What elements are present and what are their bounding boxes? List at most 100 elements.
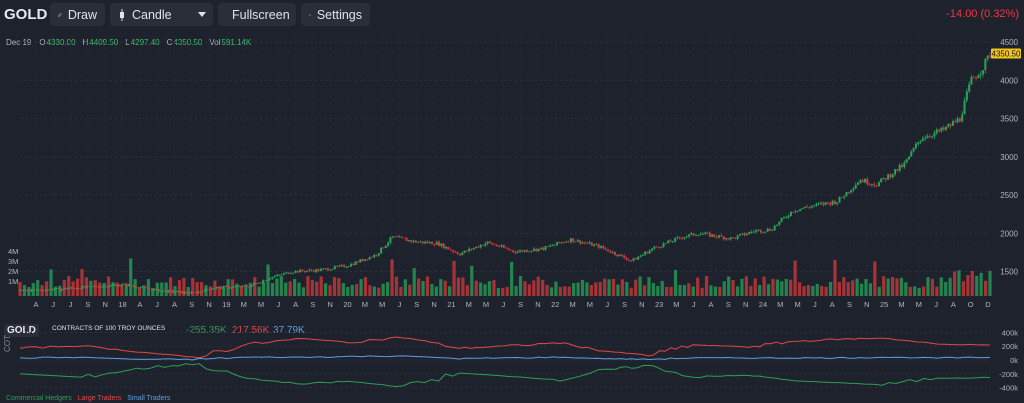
- volume-bar: [709, 285, 713, 296]
- x-tick-label: J: [51, 300, 55, 309]
- candle-body: [160, 290, 163, 292]
- settings-button[interactable]: Settings: [301, 3, 370, 26]
- volume-bar: [780, 281, 784, 296]
- volume-bar: [496, 287, 500, 296]
- candle-body: [720, 235, 723, 237]
- volume-bar: [811, 285, 815, 296]
- candle-body: [294, 270, 297, 273]
- candle-body: [609, 251, 612, 253]
- candle-body: [454, 251, 457, 253]
- pencil-icon: [58, 12, 62, 17]
- legend-small: Small Traders: [127, 395, 171, 402]
- candle-body: [891, 174, 894, 178]
- candle-body: [204, 288, 207, 292]
- volume-bar: [744, 276, 748, 296]
- candle-body: [123, 283, 126, 285]
- candle-body: [273, 276, 276, 278]
- candle-body: [451, 250, 454, 252]
- candle-body: [433, 244, 436, 246]
- candle-body: [935, 129, 938, 133]
- volume-bar: [541, 279, 545, 296]
- volume-bar: [248, 282, 252, 296]
- draw-button[interactable]: Draw: [50, 3, 105, 26]
- candle-body: [375, 254, 378, 256]
- candle-body: [912, 148, 915, 152]
- x-tick-label: M: [258, 300, 264, 309]
- x-tick-label: M: [794, 300, 800, 309]
- volume-bar: [722, 281, 726, 296]
- candle-body: [512, 250, 515, 252]
- candle-body: [30, 289, 33, 292]
- candle-body: [623, 255, 626, 258]
- volume-bar: [492, 280, 496, 296]
- volume-bar: [789, 279, 793, 296]
- volume-bar: [350, 284, 354, 296]
- candle-body: [167, 290, 170, 293]
- candle-body: [95, 286, 98, 288]
- candle-body: [400, 236, 403, 238]
- volume-bar: [797, 282, 802, 296]
- candle-body: [150, 289, 153, 291]
- candle-body: [519, 250, 522, 252]
- volume-bar: [239, 287, 244, 296]
- x-tick-label: S: [85, 300, 90, 309]
- volume-bar: [133, 279, 137, 296]
- candle-body: [289, 273, 292, 275]
- candle-body: [838, 197, 841, 203]
- candle-body: [780, 218, 783, 222]
- ohlc-close: 4350.50: [173, 38, 203, 47]
- candle-body: [257, 282, 260, 284]
- candle-body: [93, 286, 96, 288]
- candle-body: [873, 184, 876, 186]
- cot-chart[interactable]: 400k 200k 0k -200k -400k: [0, 325, 1024, 395]
- volume-bar: [536, 276, 540, 296]
- candle-body: [319, 269, 322, 271]
- x-tick-label: M: [466, 300, 472, 309]
- candle-body: [338, 265, 341, 267]
- volume-bar: [616, 284, 620, 296]
- candle-body: [581, 242, 584, 244]
- ohlc-open-label: O: [39, 38, 46, 47]
- candle-body: [83, 286, 86, 288]
- candle-body: [333, 266, 336, 269]
- volume-bar: [510, 261, 514, 296]
- volume-bar: [284, 282, 288, 296]
- candle-body: [796, 210, 799, 212]
- volume-bar: [607, 279, 611, 296]
- fullscreen-button[interactable]: Fullscreen: [218, 3, 296, 26]
- candle-body: [782, 217, 785, 219]
- volume-bar: [40, 285, 44, 296]
- candle-body: [322, 268, 325, 270]
- candle-body: [280, 274, 283, 276]
- x-tick-label: M: [569, 300, 575, 309]
- volume-bar: [713, 286, 717, 296]
- candle-body: [889, 174, 892, 178]
- candle-body: [211, 288, 214, 290]
- candle-body: [405, 238, 408, 242]
- volume-bar: [18, 282, 22, 296]
- candle-body: [310, 269, 313, 271]
- price-chart[interactable]: 1500 2000 2500 3000 3500 4000 4500 A J J S N 18 A J A S N…: [0, 0, 1024, 322]
- chart-type-dropdown[interactable]: Candle: [110, 3, 213, 26]
- candle-body: [444, 246, 447, 249]
- volume-bar: [882, 276, 886, 296]
- candle-body: [262, 280, 265, 283]
- candle-body: [863, 178, 866, 183]
- cot-y-tick-label: -400k: [999, 384, 1018, 393]
- candle-body: [907, 156, 910, 160]
- candle-body: [412, 240, 415, 242]
- candle-body: [269, 278, 272, 280]
- candle-body: [859, 180, 862, 183]
- candle-body: [727, 238, 730, 240]
- volume-bar: [168, 277, 173, 296]
- candle-body: [852, 188, 855, 191]
- volume-bar: [523, 281, 527, 296]
- candle-body: [574, 241, 577, 243]
- x-tick-label: A: [137, 300, 142, 309]
- candle-body: [711, 234, 714, 237]
- volume-tick-label: 4M: [8, 247, 18, 256]
- volume-bar: [355, 284, 359, 296]
- candle-body: [350, 263, 353, 267]
- candle-body: [558, 242, 561, 243]
- volume-bar: [979, 272, 983, 296]
